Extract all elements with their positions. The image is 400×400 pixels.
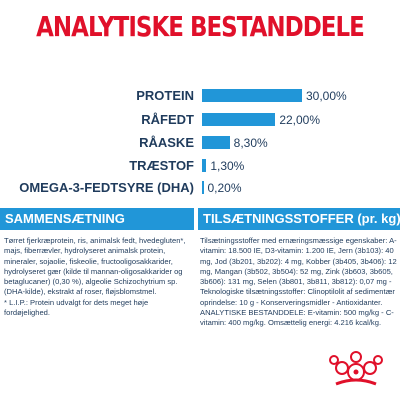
- nutrient-value-label: 22,00%: [279, 113, 321, 127]
- nutrient-bar: [202, 136, 230, 149]
- nutrient-bar: [202, 113, 276, 126]
- composition-panel: Tørret fjerkræprotein, ris, animalsk fed…: [4, 236, 192, 318]
- nutrient-value-label: 1,30%: [210, 159, 245, 173]
- nutrient-row: RÅFEDT 22,00%: [0, 110, 400, 130]
- nutrient-value-label: 8,30%: [233, 136, 268, 150]
- nutrient-bar: [202, 89, 302, 102]
- nutrient-row: OMEGA-3-FEDTSYRE (DHA) 0,20%: [0, 178, 400, 198]
- additives-text: Tilsætningsstoffer med ernæringsmæssige …: [200, 236, 397, 328]
- royal-canin-crown-logo-icon: [329, 351, 383, 386]
- nutrient-row: PROTEIN 30,00%: [0, 86, 400, 106]
- nutrient-label: RÅFEDT: [141, 112, 194, 127]
- page-title: ANALYTISKE BESTANDDELE: [36, 10, 365, 43]
- nutrient-row: RÅASKE 8,30%: [0, 133, 400, 153]
- composition-note: * L.I.P.: Protein udvalgt for dets meget…: [4, 297, 149, 318]
- additives-header: TILSÆTNINGSSTOFFER (pr. kg): [198, 208, 400, 230]
- nutrient-label: OMEGA-3-FEDTSYRE (DHA): [19, 180, 194, 195]
- nutrient-bar: [202, 159, 207, 172]
- nutrient-bar: [202, 181, 204, 194]
- nutrient-value-label: 0,20%: [207, 181, 242, 195]
- composition-header: SAMMENSÆTNING: [0, 208, 194, 230]
- additives-panel: Tilsætningsstoffer med ernæringsmæssige …: [200, 236, 398, 329]
- nutrient-value-label: 30,00%: [306, 89, 347, 103]
- nutrient-label: PROTEIN: [136, 88, 194, 103]
- composition-text: Tørret fjerkræprotein, ris, animalsk fed…: [4, 236, 186, 297]
- nutrient-row: TRÆSTOF 1,30%: [0, 156, 400, 176]
- nutrient-label: RÅASKE: [139, 135, 194, 150]
- nutrient-label: TRÆSTOF: [129, 158, 194, 173]
